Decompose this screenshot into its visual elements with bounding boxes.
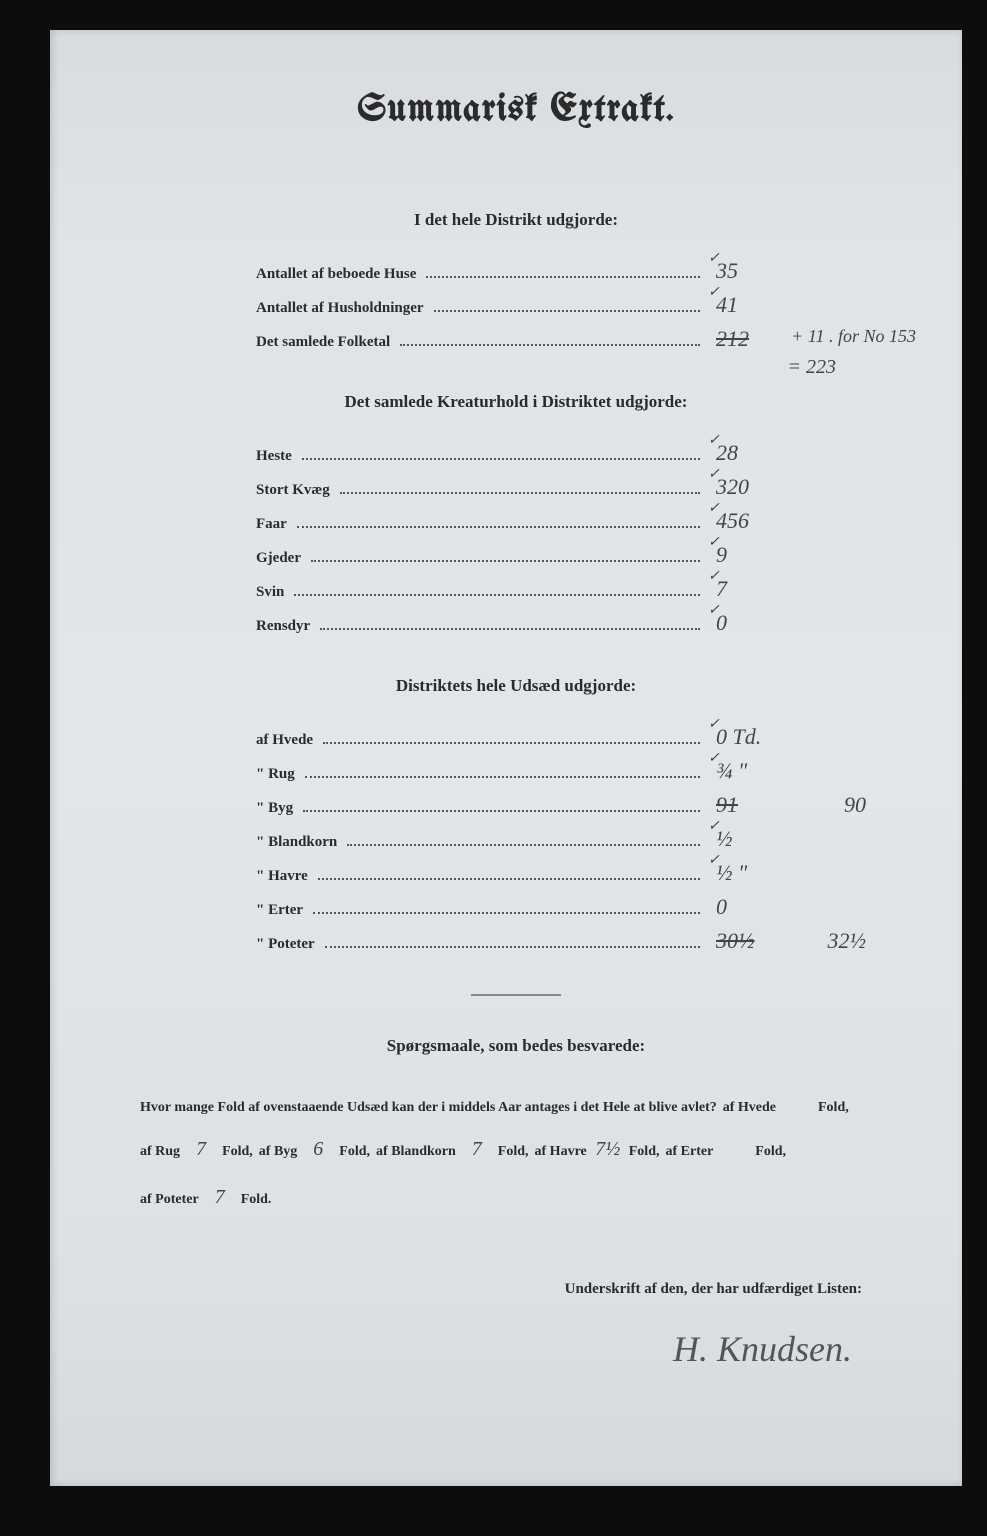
q-unit: Fold, [498,1135,529,1169]
row-sheep: Faar ✓456 [256,508,776,534]
section3-header: Distriktets hele Udsæd udgjorde: [140,676,892,696]
row-pigs: Svin ✓7 [256,576,776,602]
q-crop: af Erter [665,1135,713,1169]
signature-label: Underskrift af den, der har udfærdiget L… [140,1281,862,1298]
q-value: 7 [186,1125,216,1173]
q-crop: af Rug [140,1135,180,1169]
value: 30½ [706,928,776,954]
label: Svin [256,584,284,601]
q-unit: Fold. [241,1183,272,1217]
leader-dots [400,344,700,346]
section2-header: Det samlede Kreaturhold i Distriktet udg… [140,392,892,412]
label: Det samlede Folketal [256,334,390,351]
corrected-value: 90 [844,792,866,818]
row-oats: " Havre ✓½ " [256,860,776,886]
annotation: + 11 . for No 153 [791,326,916,347]
section4-header: Spørgsmaale, som bedes besvarede: [140,1036,892,1056]
label: " Blandkorn [256,834,337,851]
label: Antallet af beboede Huse [256,266,416,283]
q-unit: Fold, [818,1091,849,1125]
label: " Havre [256,868,308,885]
label: Gjeder [256,550,301,567]
sum: = 223 [788,356,837,379]
label: Heste [256,448,292,465]
label: Rensdyr [256,618,310,635]
leader-dots [426,276,700,278]
section3-block: af Hvede ✓0 Td. " Rug ✓¾ " " Byg 91 90 "… [256,724,776,954]
value: ✓½ " [706,860,776,886]
label: af Hvede [256,732,313,749]
q-crop: af Havre [535,1135,587,1169]
value: ✓41 [706,292,776,318]
value: ✓¾ " [706,758,776,784]
q-crop: af Byg [259,1135,298,1169]
row-reindeer: Rensdyr ✓0 [256,610,776,636]
value: ✓9 [706,542,776,568]
signature: H. Knudsen. [140,1328,852,1370]
scan-frame: Summarisk Extrakt. I det hele Distrikt u… [0,0,987,1536]
q-unit: Fold, [629,1135,660,1169]
label: " Poteter [256,936,315,953]
value: ✓½ [706,826,776,852]
document-page: Summarisk Extrakt. I det hele Distrikt u… [50,30,962,1486]
q-value: 7 [205,1173,235,1221]
row-potatoes: " Poteter 30½ 32½ [256,928,776,954]
q-intro: Hvor mange Fold af ovenstaaende Udsæd ka… [140,1091,717,1125]
row-population: Det samlede Folketal 212 + 11 . for No 1… [256,326,776,352]
leader-dots [434,310,700,312]
value: ✓35 [706,258,776,284]
label: Antallet af Husholdninger [256,300,424,317]
row-mixed-grain: " Blandkorn ✓½ [256,826,776,852]
section2-block: Heste ✓28 Stort Kvæg ✓320 Faar ✓456 Gjed… [256,440,776,636]
value: 91 [706,792,776,818]
value: ✓0 Td. [706,724,776,750]
q-unit: Fold, [339,1135,370,1169]
question-line-1: Hvor mange Fold af ovenstaaende Udsæd ka… [140,1091,892,1125]
row-horses: Heste ✓28 [256,440,776,466]
question-line-2: af Rug 7 Fold, af Byg 6 Fold, af Blandko… [140,1125,892,1173]
q-value: 7 [462,1125,492,1173]
row-houses: Antallet af beboede Huse ✓35 [256,258,776,284]
value: 212 [706,326,776,352]
value: ✓28 [706,440,776,466]
value: ✓456 [706,508,776,534]
value: 0 [706,894,776,920]
question-line-3: af Poteter 7 Fold. [140,1173,892,1221]
q-value: 7½ [593,1125,623,1173]
q-crop: af Hvede [723,1091,776,1125]
value: ✓7 [706,576,776,602]
row-rye: " Rug ✓¾ " [256,758,776,784]
row-barley: " Byg 91 90 [256,792,776,818]
row-goats: Gjeder ✓9 [256,542,776,568]
q-unit: Fold, [222,1135,253,1169]
label: " Rug [256,766,295,783]
section1-block: Antallet af beboede Huse ✓35 Antallet af… [256,258,776,352]
section1-header: I det hele Distrikt udgjorde: [140,210,892,230]
questions-block: Hvor mange Fold af ovenstaaende Udsæd ka… [140,1091,892,1221]
q-value: 6 [303,1125,333,1173]
label: " Byg [256,800,293,817]
row-households: Antallet af Husholdninger ✓41 [256,292,776,318]
value: ✓0 [706,610,776,636]
label: Faar [256,516,287,533]
page-title: Summarisk Extrakt. [140,90,892,130]
q-crop: af Poteter [140,1183,199,1217]
row-peas: " Erter 0 [256,894,776,920]
corrected-value: 32½ [828,928,867,954]
q-crop: af Blandkorn [376,1135,456,1169]
value: ✓320 [706,474,776,500]
divider [471,994,561,996]
label: " Erter [256,902,303,919]
q-unit: Fold, [755,1135,786,1169]
row-wheat: af Hvede ✓0 Td. [256,724,776,750]
label: Stort Kvæg [256,482,330,499]
row-cattle: Stort Kvæg ✓320 [256,474,776,500]
